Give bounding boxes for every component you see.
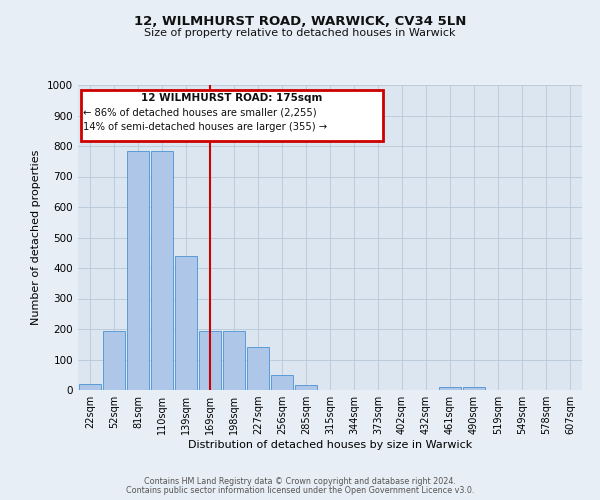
FancyBboxPatch shape (80, 90, 383, 142)
Text: 14% of semi-detached houses are larger (355) →: 14% of semi-detached houses are larger (… (83, 122, 327, 132)
Bar (271, 375, 293, 390)
Bar (295, 386, 317, 390)
Text: Contains public sector information licensed under the Open Government Licence v3: Contains public sector information licen… (126, 486, 474, 495)
X-axis label: Distribution of detached houses by size in Warwick: Distribution of detached houses by size … (188, 440, 472, 450)
Text: 12, WILMHURST ROAD, WARWICK, CV34 5LN: 12, WILMHURST ROAD, WARWICK, CV34 5LN (134, 15, 466, 28)
Bar (247, 348, 269, 390)
Text: Size of property relative to detached houses in Warwick: Size of property relative to detached ho… (144, 28, 456, 38)
Bar (127, 150, 149, 390)
Bar (199, 330, 221, 390)
Bar (103, 330, 125, 390)
Bar (223, 330, 245, 390)
Text: ← 86% of detached houses are smaller (2,255): ← 86% of detached houses are smaller (2,… (83, 108, 317, 118)
Bar (439, 387, 461, 390)
Text: Contains HM Land Registry data © Crown copyright and database right 2024.: Contains HM Land Registry data © Crown c… (144, 477, 456, 486)
Y-axis label: Number of detached properties: Number of detached properties (31, 150, 41, 325)
Bar (151, 150, 173, 390)
Bar (79, 384, 101, 390)
Text: 12 WILMHURST ROAD: 175sqm: 12 WILMHURST ROAD: 175sqm (141, 93, 322, 103)
Bar (463, 387, 485, 390)
Bar (175, 256, 197, 390)
